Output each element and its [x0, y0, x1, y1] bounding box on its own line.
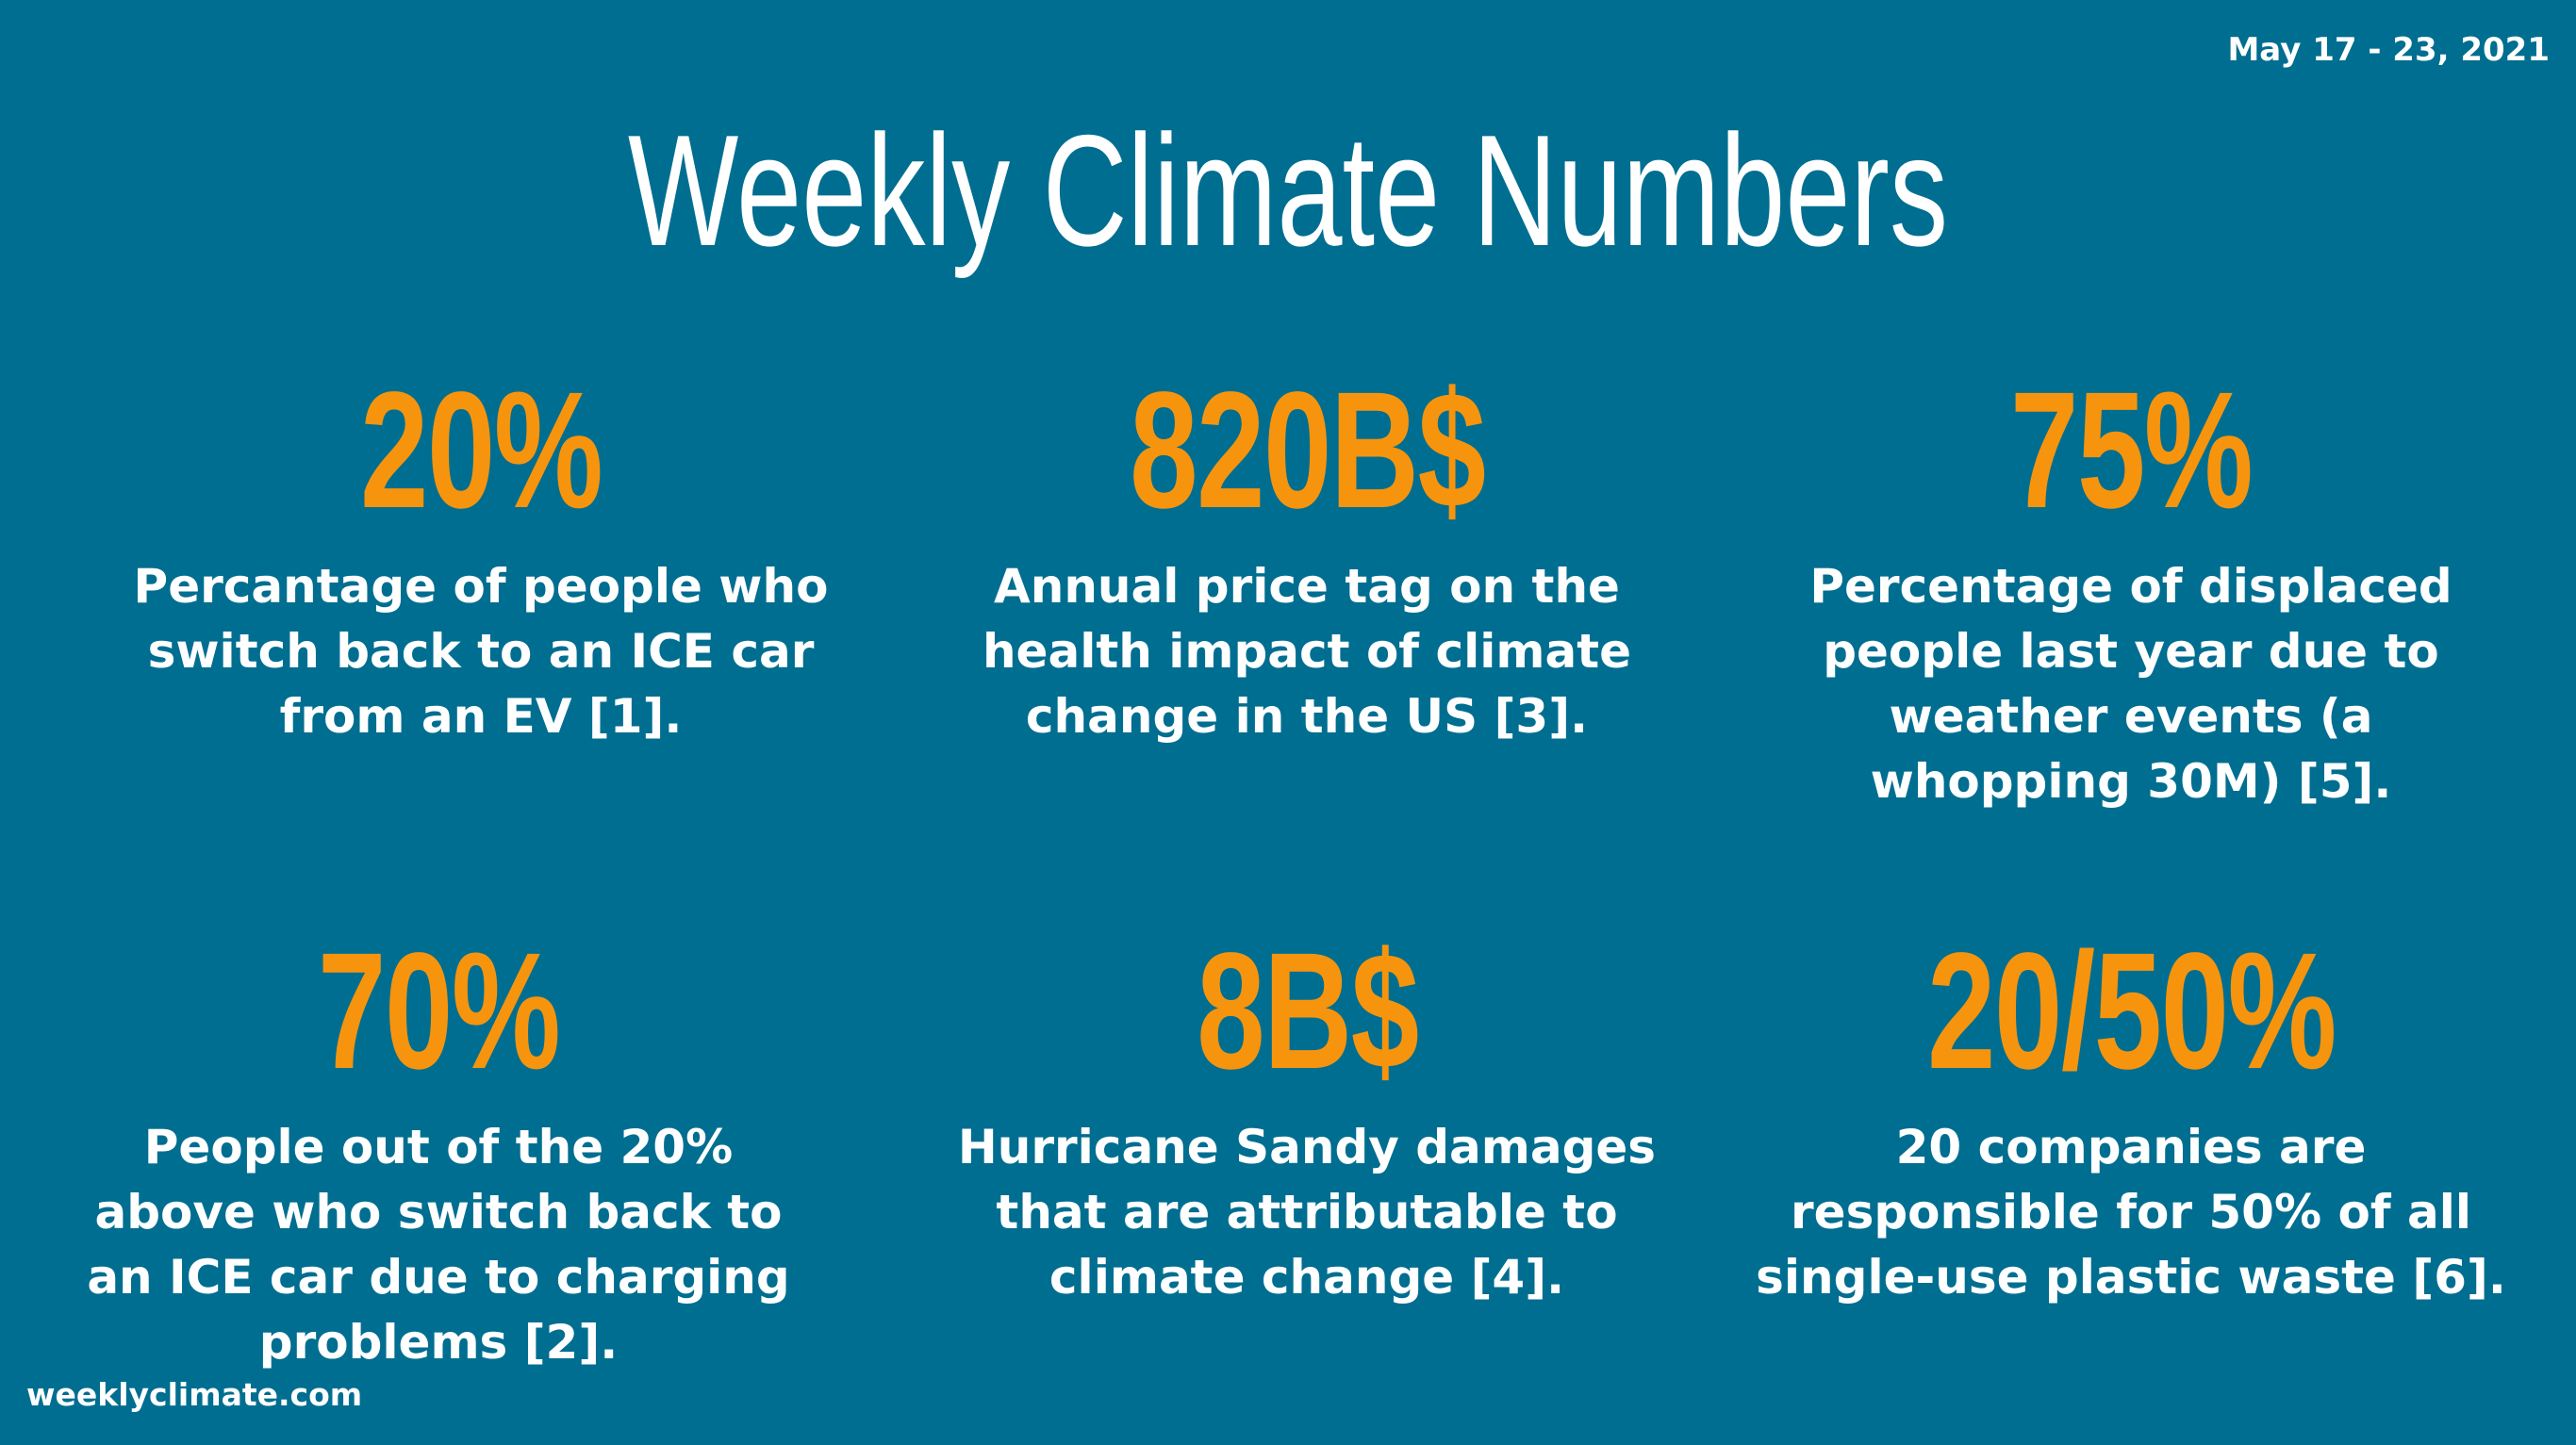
- stat-value: 75%: [2009, 358, 2254, 543]
- stat-value: 20%: [359, 358, 603, 543]
- stat-description: Annual price tag on the health impact of…: [982, 559, 1632, 744]
- stat-value: 820B$: [1129, 358, 1486, 543]
- stat-card: 75% Percentage of displaced people last …: [1716, 368, 2546, 814]
- stat-description: People out of the 20% above who switch b…: [87, 1120, 790, 1370]
- stat-description: Percantage of people who switch back to …: [133, 559, 829, 744]
- stat-card: 20/50% 20 companies are responsible for …: [1716, 928, 2546, 1310]
- date-range: May 17 - 23, 2021: [2227, 31, 2550, 69]
- stat-card: 8B$ Hurricane Sandy damages that are att…: [892, 928, 1722, 1310]
- stat-card: 20% Percantage of people who switch back…: [66, 368, 896, 749]
- stat-card: 70% People out of the 20% above who swit…: [24, 928, 853, 1375]
- stat-value: 20/50%: [1926, 919, 2337, 1104]
- stat-card: 820B$ Annual price tag on the health imp…: [892, 368, 1722, 749]
- footer-site-link[interactable]: weeklyclimate.com: [26, 1376, 363, 1413]
- stat-description: 20 companies are responsible for 50% of …: [1756, 1120, 2506, 1305]
- stat-description: Percentage of displaced people last year…: [1809, 559, 2452, 809]
- page-title: Weekly Climate Numbers: [627, 102, 1949, 279]
- stat-value: 70%: [317, 919, 561, 1104]
- stat-description: Hurricane Sandy damages that are attribu…: [957, 1120, 1657, 1305]
- stat-value: 8B$: [1196, 919, 1419, 1104]
